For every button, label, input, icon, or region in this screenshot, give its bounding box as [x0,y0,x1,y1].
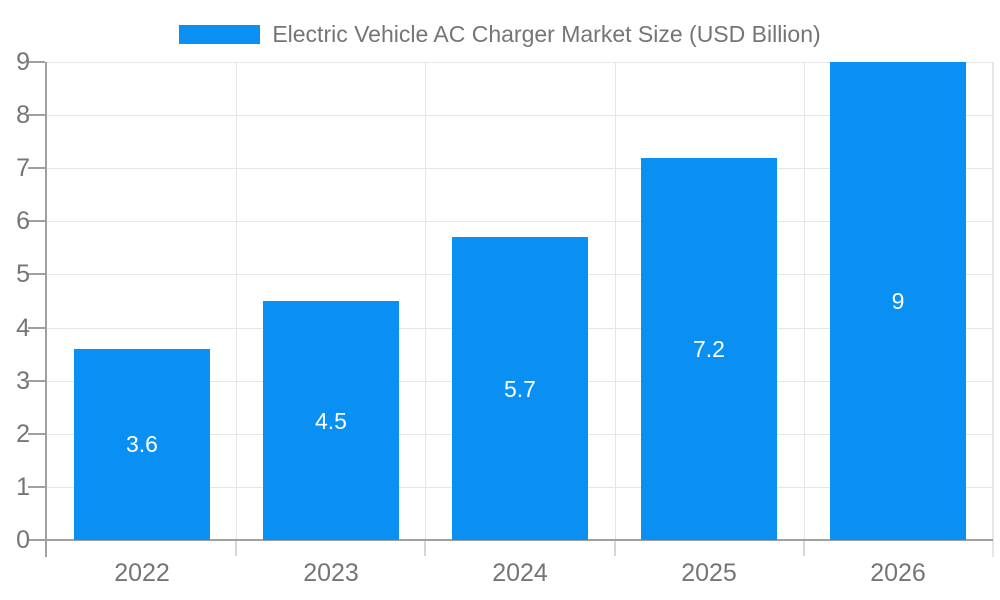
y-tick-label-5: 5 [16,260,30,288]
gridline-y-6 [47,221,993,222]
x-tick-label-2024: 2024 [492,559,548,587]
y-tick-3 [28,380,45,382]
x-tick-label-2025: 2025 [681,559,737,587]
plot-right-border [992,62,994,557]
gridline-x-4 [804,62,805,539]
x-tick-label-2026: 2026 [870,559,926,587]
y-tick-7 [28,167,45,169]
bar-value-label-2025: 7.2 [693,336,725,362]
x-tick-label-2023: 2023 [303,559,359,587]
y-tick-label-6: 6 [16,207,30,235]
bar-2024[interactable] [452,237,588,540]
y-tick-label-8: 8 [16,101,30,129]
legend[interactable]: Electric Vehicle AC Charger Market Size … [0,20,1000,48]
y-tick-6 [28,220,45,222]
x-tick-2 [424,541,426,556]
y-tick-2 [28,433,45,435]
y-tick-0 [28,539,45,541]
gridline-y-8 [47,115,993,116]
x-axis-line [45,539,993,541]
y-tick-4 [28,327,45,329]
y-axis-line [45,62,47,557]
y-tick-1 [28,486,45,488]
bar-value-label-2024: 5.7 [504,376,536,402]
x-tick-4 [803,541,805,556]
bar-2023[interactable] [263,301,399,540]
bar-value-label-2026: 9 [891,288,905,314]
y-tick-label-1: 1 [16,473,30,501]
y-tick-9 [28,61,45,63]
gridline-y-9 [47,62,993,63]
x-tick-label-2022: 2022 [114,559,170,587]
gridline-x-2 [425,62,426,539]
gridline-x-1 [236,62,237,539]
gridline-x-3 [615,62,616,539]
y-tick-label-4: 4 [16,314,30,342]
y-tick-label-9: 9 [16,48,30,76]
y-tick-5 [28,273,45,275]
y-tick-label-7: 7 [16,154,30,182]
bar-2025[interactable] [641,158,777,540]
bar-value-label-2023: 4.5 [315,408,347,434]
y-tick-8 [28,114,45,116]
gridline-y-7 [47,168,993,169]
legend-swatch-icon [179,24,261,44]
y-tick-label-0: 0 [16,526,30,554]
x-tick-3 [614,541,616,556]
bar-2026[interactable] [830,62,966,540]
y-tick-label-3: 3 [16,367,30,395]
bar-2022[interactable] [74,349,210,540]
y-tick-label-2: 2 [16,420,30,448]
x-tick-1 [235,541,237,556]
chart-title: Electric Vehicle AC Charger Market Size … [272,20,821,47]
bar-value-label-2022: 3.6 [126,431,158,457]
